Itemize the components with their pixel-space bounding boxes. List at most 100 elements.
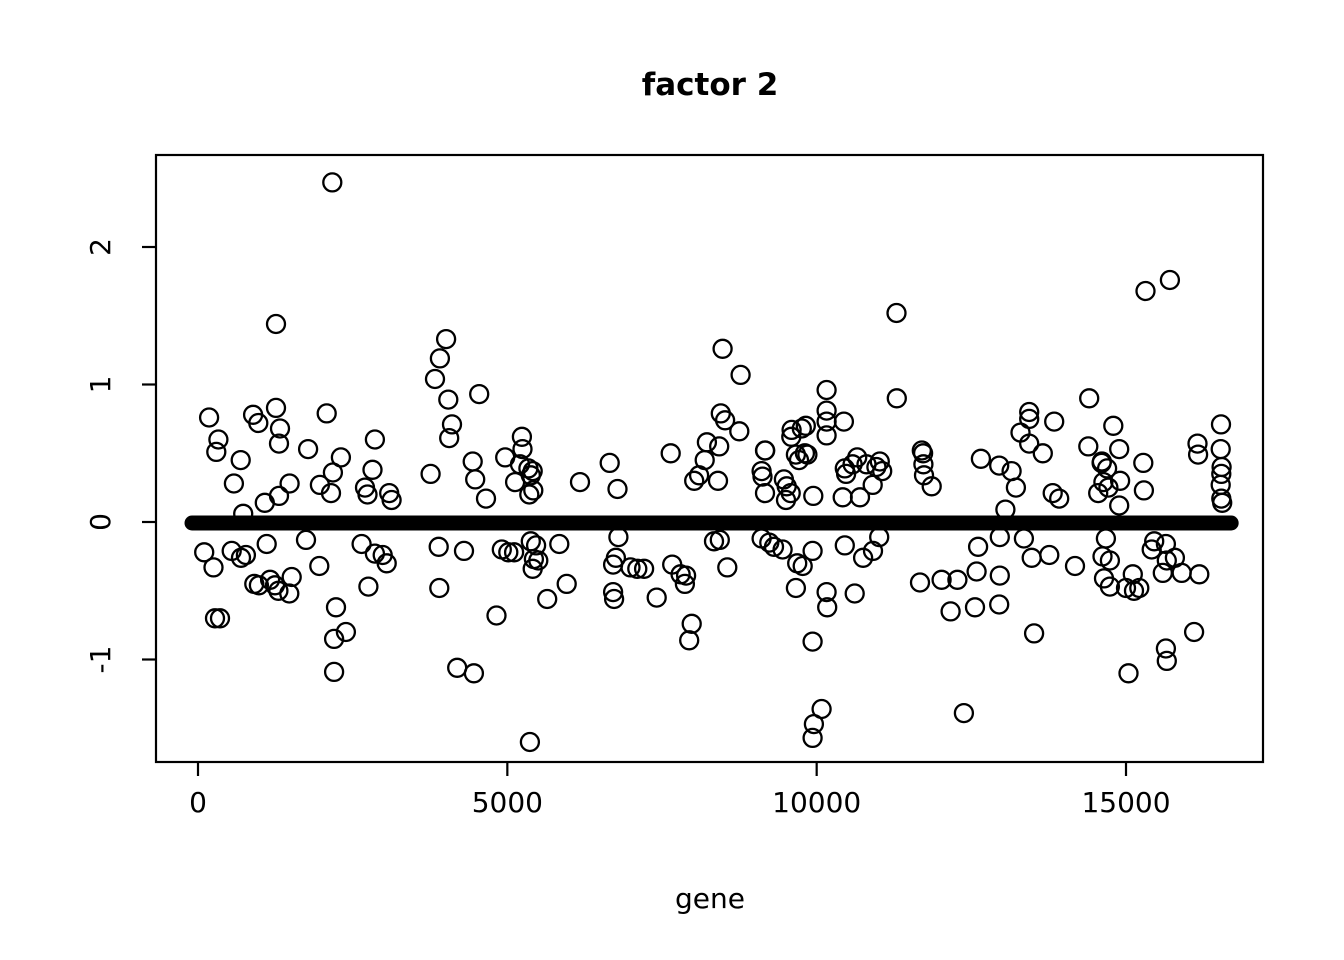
data-point [1044,411,1065,432]
data-point [1109,495,1130,516]
data-point [1135,280,1156,302]
plot-box [154,153,1265,764]
data-point [265,397,287,419]
data-point [439,427,460,449]
data-point [953,702,975,724]
data-point [1064,555,1086,577]
data-point [498,542,519,563]
data-point [335,621,357,643]
data-point [511,426,533,447]
data-point [549,533,570,555]
data-point [966,561,987,582]
data-point [602,581,624,603]
data-point [194,542,215,563]
data-point [429,577,450,599]
data-point [646,587,667,608]
data-point [674,573,696,595]
data-point [1152,562,1173,584]
y-axis-ticks: -1 0 1 2 [84,238,156,673]
data-point [835,463,857,485]
data-point [1023,623,1045,644]
data-point [1095,528,1117,549]
data-point [362,459,383,480]
y-tick-label: 0 [84,513,117,531]
data-point [1099,550,1121,571]
data-point [556,573,577,595]
data-point [503,542,525,563]
data-point [703,531,725,552]
data-point [763,536,785,557]
data-point [520,531,541,552]
data-point [1183,621,1205,643]
data-point [203,557,224,578]
data-point [1088,482,1109,504]
data-point [1144,531,1165,552]
data-point [989,455,1010,476]
data-point [816,400,837,421]
data-point [1019,433,1040,454]
data-point [1109,438,1130,460]
data-point [223,473,245,494]
data-point [660,443,681,464]
data-point [230,449,251,471]
data-point [1093,471,1114,493]
data-point [522,558,543,579]
data-point [989,594,1010,615]
scatter-points-layer [194,172,1233,753]
data-point [295,529,317,551]
data-point [453,540,475,562]
data-point [256,533,277,555]
data-point [833,411,855,432]
data-point [862,540,884,562]
data-point [316,403,337,424]
data-point [608,526,629,548]
data-point [803,713,825,735]
data-point [964,597,986,618]
data-point [1189,564,1210,585]
data-point [844,583,865,604]
data-point [940,601,961,622]
data-point [970,448,992,469]
data-point [235,544,257,566]
data-point [886,302,907,324]
data-point [696,432,718,453]
data-point [248,575,270,596]
data-point [1096,458,1118,479]
data-point [913,454,934,475]
data-point [519,731,541,753]
data-point [1212,492,1233,513]
data-point [357,484,378,505]
data-point [469,383,490,405]
data-point [1155,638,1177,659]
data-point [599,452,620,474]
data-point [1129,577,1150,599]
data-point [447,657,468,678]
data-point [1210,414,1232,435]
data-point [633,558,655,579]
data-point [1133,480,1155,501]
data-point [537,588,558,610]
data-point [268,485,290,507]
data-point [849,487,871,508]
data-point [428,536,449,557]
data-point [1133,452,1154,474]
data-point [1187,444,1209,465]
data-point [1039,544,1060,566]
data-point [921,476,942,497]
data-point [323,628,345,650]
data-point [438,389,459,410]
data-point [931,569,952,590]
data-point [803,485,824,507]
data-point [792,555,813,577]
data-point [1156,550,1177,571]
data-point [1013,528,1035,549]
data-point [947,569,968,590]
data-point [620,557,641,578]
data-point [364,429,386,450]
data-point [729,421,750,442]
data-point [209,608,231,629]
data-point [486,605,507,626]
data-point [755,440,776,461]
data-point [504,471,526,493]
